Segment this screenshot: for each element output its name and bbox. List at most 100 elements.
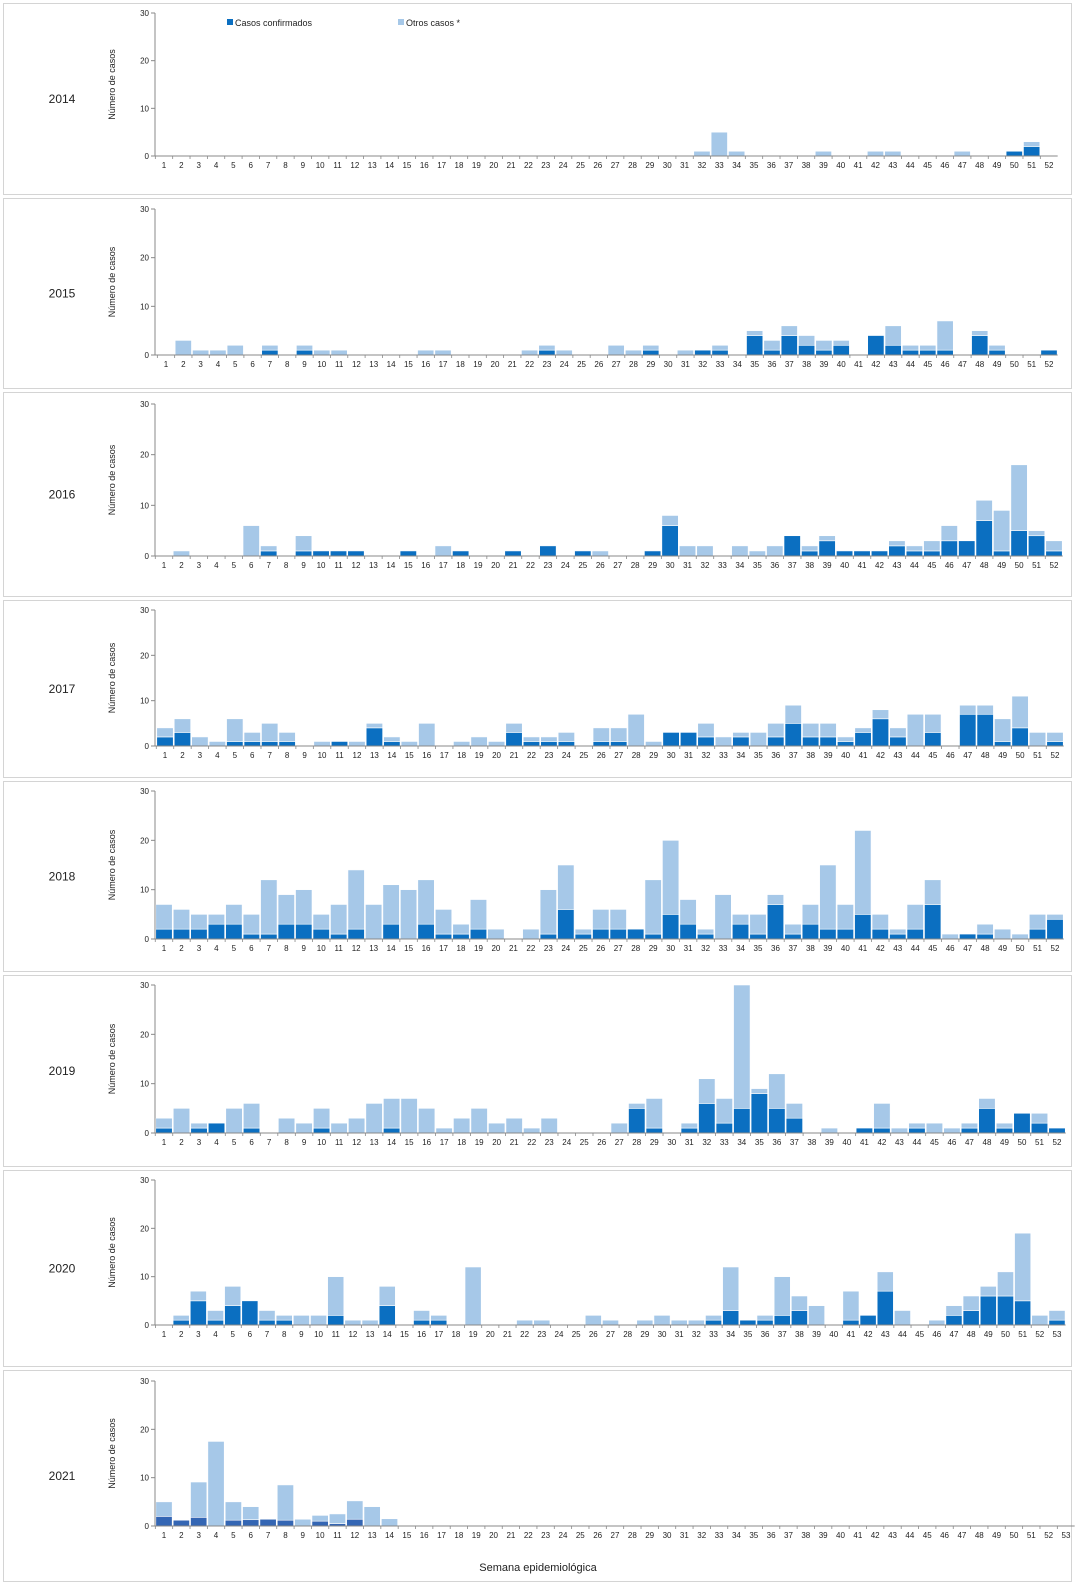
bar-other-week-32 [696,545,714,557]
x-tick-label: 18 [456,561,465,570]
y-tick-label: 30 [140,606,149,615]
bar-confirmed-week-26 [592,928,610,940]
bar-confirmed-week-33 [705,1319,722,1326]
bar-confirmed-week-38 [801,550,819,557]
x-tick-label: 50 [1016,751,1025,760]
x-tick-label: 17 [437,1531,446,1540]
bar-other-week-8 [275,1315,293,1321]
y-axis-label: Número de casos [107,1217,117,1288]
bar-other-week-31 [670,1319,688,1326]
x-tick-label: 25 [577,360,586,369]
bar-other-week-28 [628,1103,646,1109]
bar-confirmed-week-5 [224,1519,242,1527]
x-tick-label: 4 [214,561,219,570]
bar-other-week-2 [174,340,192,356]
panel-frame [3,1170,1072,1367]
bar-confirmed-week-1 [155,928,173,940]
x-tick-label: 33 [719,751,728,760]
bar-other-week-39 [820,1127,838,1134]
bar-confirmed-week-44 [908,1127,926,1134]
x-tick-label: 44 [911,944,920,953]
y-tick-label: 30 [140,400,149,409]
x-tick-label: 29 [645,161,654,170]
bar-other-week-12 [348,741,366,747]
x-tick-label: 19 [472,161,481,170]
bar-other-week-7 [260,879,278,935]
x-tick-label: 45 [927,561,936,570]
x-tick-label: 1 [162,944,167,953]
x-tick-label: 19 [469,1330,478,1339]
x-tick-label: 2 [180,751,185,760]
bar-other-week-44 [906,904,924,930]
bar-confirmed-week-4 [207,1122,226,1134]
x-tick-label: 34 [732,161,741,170]
x-tick-label: 44 [906,360,915,369]
x-tick-label: 34 [736,751,745,760]
x-tick-label: 32 [698,360,707,369]
x-tick-label: 20 [486,1330,495,1339]
bar-other-week-33 [714,736,732,747]
bar-other-week-29 [642,344,660,351]
x-tick-label: 51 [1027,1531,1036,1540]
x-tick-label: 25 [579,751,588,760]
bar-other-week-43 [890,1127,908,1134]
bar-other-week-12 [344,1319,362,1326]
bar-other-week-46 [936,320,954,351]
bar-confirmed-week-4 [207,923,225,940]
bar-other-week-49 [979,1286,997,1297]
bar-confirmed-week-43 [876,1290,894,1326]
x-tick-label: 51 [1035,1138,1044,1147]
x-tick-label: 16 [417,1330,426,1339]
x-tick-label: 12 [350,1531,359,1540]
x-tick-label: 15 [404,944,413,953]
bar-other-week-45 [924,879,942,905]
y-tick-label: 0 [145,351,150,360]
bar-confirmed-week-36 [767,736,785,747]
bar-confirmed-week-5 [226,741,244,747]
bar-other-week-37 [784,923,802,935]
y-tick-label: 20 [140,1030,149,1039]
x-tick-label: 39 [824,751,833,760]
x-tick-label: 6 [248,1330,253,1339]
x-tick-label: 30 [658,1330,667,1339]
x-tick-label: 46 [946,751,955,760]
x-tick-label: 31 [685,1138,694,1147]
x-tick-label: 4 [214,1531,219,1540]
bar-confirmed-week-19 [469,928,488,940]
bar-confirmed-week-47 [959,713,977,747]
x-tick-label: 48 [981,944,990,953]
x-tick-label: 37 [785,360,794,369]
bar-confirmed-week-12 [347,928,365,940]
x-tick-label: 39 [823,561,832,570]
x-tick-label: 24 [560,360,569,369]
x-tick-label: 26 [594,360,603,369]
bar-other-week-34 [732,732,750,738]
bar-other-week-37 [784,704,802,724]
y-tick-label: 10 [140,104,149,113]
x-tick-label: 32 [701,944,710,953]
bar-other-week-51 [1028,530,1046,537]
bar-confirmed-week-50 [1010,530,1028,557]
bar-other-week-48 [976,923,994,935]
bar-other-week-16 [418,1108,436,1134]
x-tick-label: 4 [214,944,219,953]
x-tick-label: 5 [230,1330,235,1339]
x-tick-label: 10 [317,561,326,570]
x-tick-label: 30 [666,944,675,953]
bar-other-week-48 [971,330,989,336]
x-tick-label: 22 [524,161,533,170]
bar-confirmed-week-21 [505,732,523,747]
bar-other-week-39 [808,1305,825,1326]
bar-confirmed-week-1 [156,736,174,747]
x-tick-label: 24 [562,751,571,760]
y-tick-label: 0 [145,1129,150,1138]
bar-confirmed-week-14 [383,1127,401,1134]
x-tick-label: 42 [871,161,880,170]
bar-other-week-7 [261,723,279,742]
bar-other-week-5 [226,718,244,742]
bar-confirmed-week-50 [997,1295,1014,1326]
bar-other-week-14 [382,884,400,925]
x-tick-label: 50 [1016,944,1025,953]
x-tick-label: 29 [649,944,658,953]
